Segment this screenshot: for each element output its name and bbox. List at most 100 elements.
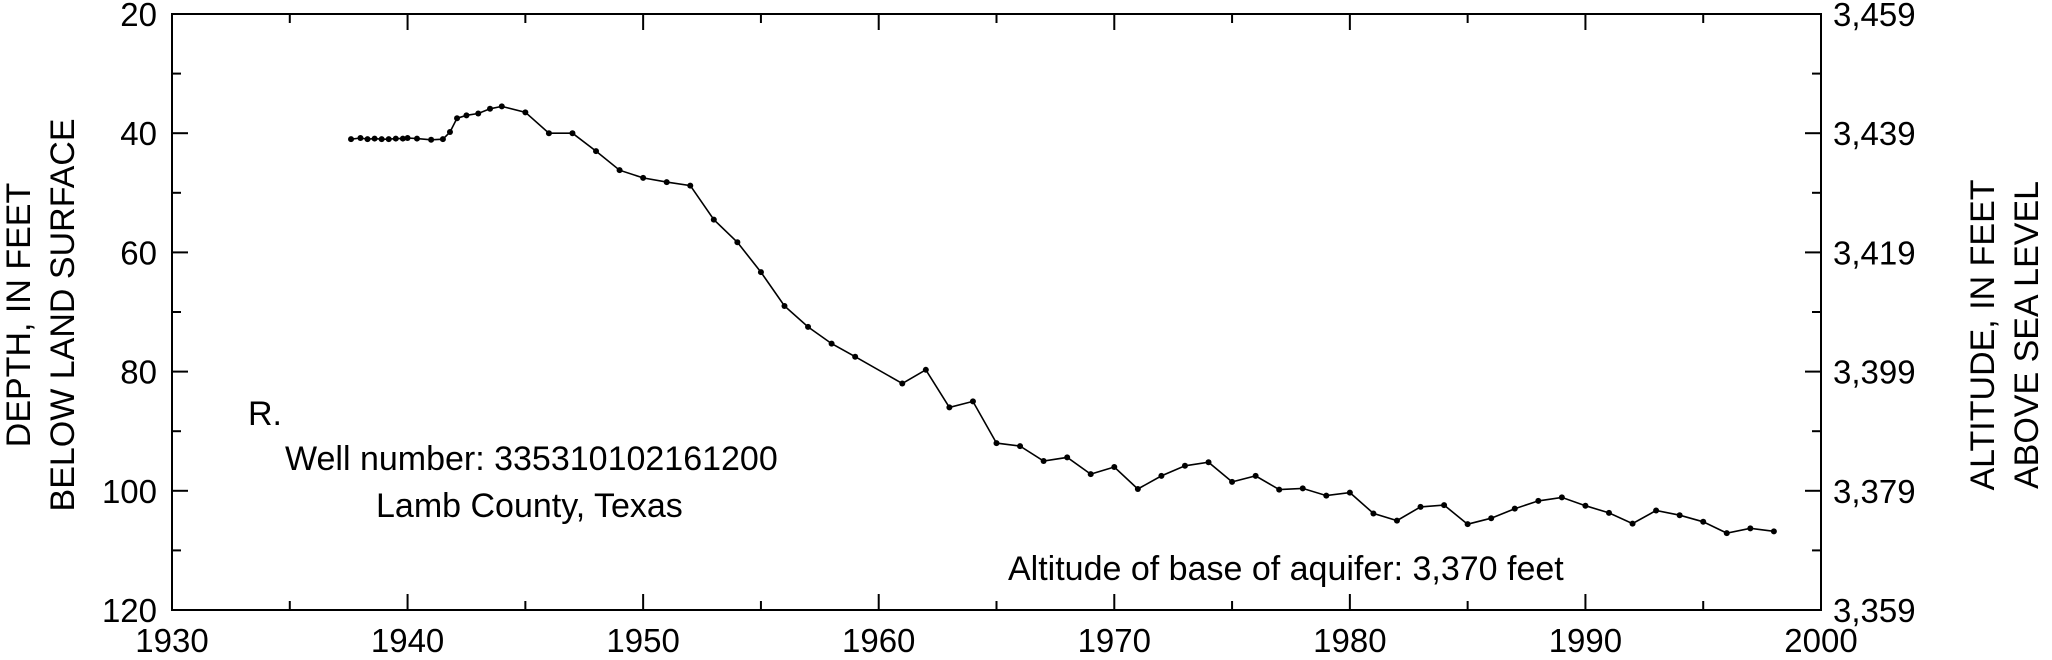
y-left-tick-label: 80 [120,354,157,391]
data-point [545,130,552,137]
data-point [1558,494,1565,501]
data-point [348,136,355,143]
y-left-tick-label: 120 [102,592,157,629]
data-point [1605,509,1612,516]
y-right-tick-label: 3,399 [1833,354,1916,391]
data-point [1205,459,1212,466]
data-point [781,303,788,310]
y-left-title-line-2: BELOW LAND SURFACE [44,119,82,512]
data-point [757,269,764,276]
data-point [1017,443,1024,450]
well-number-annotation: Well number: 335310102161200 [285,440,778,478]
x-tick-label: 1990 [1549,622,1622,659]
data-point [364,136,371,143]
x-tick-label: 1980 [1313,622,1386,659]
data-point [1346,489,1353,496]
x-tick-label: 1940 [371,622,444,659]
data-point [1158,472,1165,479]
data-point [1370,510,1377,517]
y-right-title-line-1: ALTITUDE, IN FEET [1964,179,2002,490]
data-point [1252,472,1259,479]
axis-ticks [171,13,1822,611]
data-point [1700,518,1707,525]
marker-annotation: R. [248,395,282,433]
data-point [1535,497,1542,504]
data-point [969,398,976,405]
y-right-tick-labels: 3,459 3,439 3,419 3,399 3,379 3,359 [1833,0,1916,629]
y-right-tick-label: 3,419 [1833,234,1916,271]
data-point [413,135,420,142]
base-altitude-annotation: Altitude of base of aquifer: 3,370 feet [1008,550,1564,588]
data-point [454,115,461,122]
data-point [475,110,482,117]
data-point [1181,462,1188,469]
data-point [446,129,453,136]
y-left-tick-label: 20 [120,0,157,33]
data-point [1676,512,1683,519]
data-point [805,323,812,330]
data-point [1299,485,1306,492]
data-point [1134,486,1141,493]
data-point [1417,503,1424,510]
data-point [1488,515,1495,522]
y-right-tick-label: 3,439 [1833,115,1916,152]
y-left-tick-label: 100 [102,473,157,510]
data-point [1229,478,1236,485]
data-point [371,135,378,142]
data-point [734,239,741,246]
data-point [1511,505,1518,512]
data-point [593,148,600,155]
data-point [404,134,411,141]
data-point [487,105,494,112]
y-left-tick-labels: 20 40 60 80 100 120 [102,0,157,629]
data-point [522,109,529,116]
data-point [357,134,364,141]
data-point [852,353,859,360]
x-tick-label: 1970 [1078,622,1151,659]
data-point [1064,454,1071,461]
data-point [1653,507,1660,514]
y-left-tick-label: 40 [120,115,157,152]
data-point [428,136,435,143]
x-tick-label: 2000 [1784,622,1857,659]
data-point [1276,486,1283,493]
data-point [922,366,929,373]
y-right-tick-label: 3,379 [1833,473,1916,510]
data-point [828,340,835,347]
data-point [439,136,446,143]
y-right-title-line-2: ABOVE SEA LEVEL [2008,181,2046,489]
data-point [569,130,576,137]
data-point [392,135,399,142]
data-point [463,112,470,119]
data-point [687,182,694,189]
data-point [378,136,385,143]
data-point [1393,517,1400,524]
data-point [1770,528,1777,535]
y-left-title-line-1: DEPTH, IN FEET [0,183,38,447]
data-point [899,380,906,387]
x-tick-label: 1960 [842,622,915,659]
data-point [640,174,647,181]
data-point [1723,530,1730,537]
data-point [1111,463,1118,470]
water-level-points [348,103,1777,537]
data-point [710,216,717,223]
y-right-tick-label: 3,459 [1833,0,1916,33]
data-point [616,167,623,174]
data-point [1747,525,1754,532]
data-point [1087,471,1094,478]
data-point [1629,520,1636,527]
data-point [385,136,392,143]
data-point [498,103,505,110]
data-point [1441,502,1448,509]
x-tick-labels: 1930 1940 1950 1960 1970 1980 1990 2000 [135,622,1857,659]
x-tick-label: 1950 [606,622,679,659]
data-point [993,440,1000,447]
x-tick-label: 1930 [135,622,208,659]
data-point [1582,502,1589,509]
data-point [1040,458,1047,464]
data-point [1464,521,1471,528]
y-right-tick-label: 3,359 [1833,592,1916,629]
data-point [399,135,406,142]
data-point [1323,492,1330,499]
